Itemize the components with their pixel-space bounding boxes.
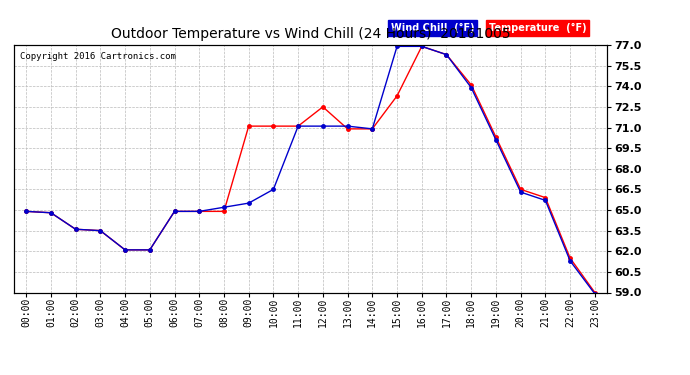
Title: Outdoor Temperature vs Wind Chill (24 Hours)  20161005: Outdoor Temperature vs Wind Chill (24 Ho… xyxy=(110,27,511,41)
Text: Copyright 2016 Cartronics.com: Copyright 2016 Cartronics.com xyxy=(20,53,176,62)
Text: Temperature  (°F): Temperature (°F) xyxy=(489,23,586,33)
Text: Wind Chill  (°F): Wind Chill (°F) xyxy=(391,23,474,33)
